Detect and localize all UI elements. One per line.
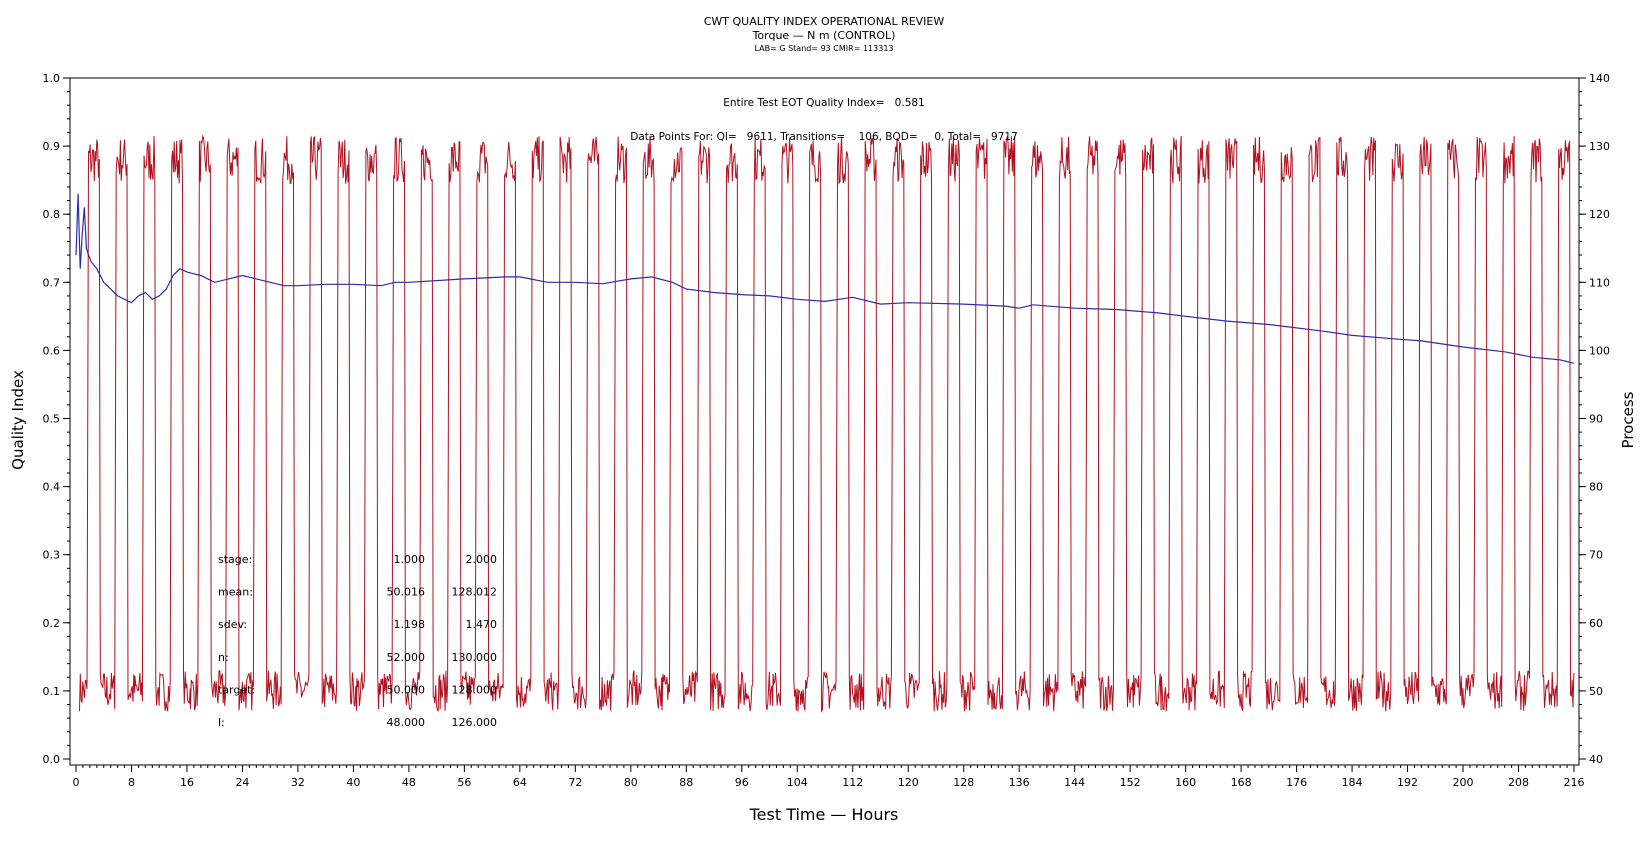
y-axis-left: 0.0 0.1 0.2 0.3 0.4 0.5 0.6 0.7 0.8 0.9 1.0 [43,72,70,766]
x-tick-label: 152 [1120,776,1141,789]
y-left-tick-label: 0.8 [43,208,61,221]
plot-frame [69,77,1580,766]
x-tick-label: 184 [1342,776,1363,789]
stats-row-value-stage2: 128.012 [452,586,498,599]
x-tick-label: 160 [1175,776,1196,789]
y-right-tick-label: 70 [1589,549,1603,562]
y-right-tick-label: 110 [1589,276,1610,289]
y-left-tick-label: 0.6 [43,344,61,357]
x-tick-label: 136 [1009,776,1030,789]
stats-table: stage: 1.000 2.000 mean: 50.016 128.012 sdev: 1… [218,553,497,729]
y-axis-right: 40 50 60 70 80 90 100 110 120 130 140 [1579,72,1610,766]
x-tick-label: 72 [568,776,582,789]
x-tick-label: 40 [346,776,360,789]
stats-row-label: target: [218,683,255,696]
x-tick-label: 96 [735,776,749,789]
x-axis-label: Test Time — Hours [749,805,899,824]
y-left-tick-label: 0.7 [43,276,61,289]
stats-row-value-stage2: 126.000 [452,716,498,729]
process-series [79,134,1575,713]
stats-row-value-stage2: 128.000 [452,683,498,696]
x-tick-label: 88 [679,776,693,789]
y-right-tick-label: 80 [1589,481,1603,494]
data-points-annotation: Data Points For: QI= 9611, Transitions= … [630,131,1018,143]
x-tick-label: 80 [624,776,638,789]
stats-row-value-stage2: 2.000 [466,553,498,566]
x-tick-label: 176 [1286,776,1307,789]
y-left-tick-label: 0.9 [43,140,61,153]
x-tick-label: 0 [73,776,80,789]
x-axis: 0 8 16 24 32 40 48 56 64 72 80 88 96 104 112 120 128 136 1… [73,765,1585,789]
quality-index-line [75,193,1575,364]
stats-row-value-stage1: 50.016 [387,586,426,599]
y-left-tick-label: 0.3 [43,549,61,562]
x-tick-label: 208 [1508,776,1529,789]
y-axis-left-label: Quality Index [9,370,27,470]
stats-row-value-stage1: 1.198 [394,618,426,631]
y-left-tick-label: 0.4 [43,481,61,494]
y-right-tick-label: 140 [1589,72,1610,85]
x-tick-label: 112 [842,776,863,789]
quality-index-series [75,193,1575,364]
y-left-tick-label: 0.2 [43,617,61,630]
x-tick-label: 128 [953,776,974,789]
stats-row-value-stage1: 48.000 [387,716,426,729]
y-axis-right-label: Process [1619,391,1637,448]
stats-row-value-stage1: 1.000 [394,553,426,566]
y-right-tick-label: 60 [1589,617,1603,630]
y-right-tick-label: 100 [1589,344,1610,357]
x-tick-label: 200 [1453,776,1474,789]
y-right-tick-label: 50 [1589,685,1603,698]
stats-row-value-stage2: 1.470 [466,618,498,631]
stats-row-value-stage2: 130.000 [452,651,498,664]
x-tick-label: 32 [291,776,305,789]
eot-quality-index-annotation: Entire Test EOT Quality Index= 0.581 [723,97,925,109]
chart-subtitle-2: LAB= G Stand= 93 CMIR= 113313 [754,44,893,53]
y-right-tick-label: 40 [1589,753,1603,766]
x-tick-label: 104 [787,776,808,789]
x-tick-label: 216 [1564,776,1585,789]
x-tick-label: 144 [1064,776,1085,789]
stats-row-label: l: [218,716,225,729]
x-tick-label: 56 [457,776,471,789]
process-line [79,134,1575,713]
y-left-tick-label: 0.5 [43,413,61,426]
y-right-tick-label: 120 [1589,208,1610,221]
stats-row-label: n: [218,651,229,664]
stats-row-label: sdev: [218,618,247,631]
y-right-tick-label: 90 [1589,413,1603,426]
x-tick-label: 168 [1231,776,1252,789]
y-left-tick-label: 0.0 [43,753,61,766]
x-tick-label: 192 [1397,776,1418,789]
stats-row-label: stage: [218,553,252,566]
stats-row-value-stage1: 50.000 [387,683,426,696]
x-tick-label: 24 [235,776,249,789]
y-left-tick-label: 1.0 [43,72,61,85]
x-tick-label: 8 [128,776,135,789]
stats-row-value-stage1: 52.000 [387,651,426,664]
x-tick-label: 64 [513,776,527,789]
y-right-tick-label: 130 [1589,140,1610,153]
y-left-tick-label: 0.1 [43,685,61,698]
chart-title: CWT QUALITY INDEX OPERATIONAL REVIEW [704,15,945,28]
stats-row-label: mean: [218,586,253,599]
chart-subtitle: Torque — N m (CONTROL) [752,29,896,42]
x-tick-label: 48 [402,776,416,789]
x-tick-label: 16 [180,776,194,789]
x-tick-label: 120 [898,776,919,789]
